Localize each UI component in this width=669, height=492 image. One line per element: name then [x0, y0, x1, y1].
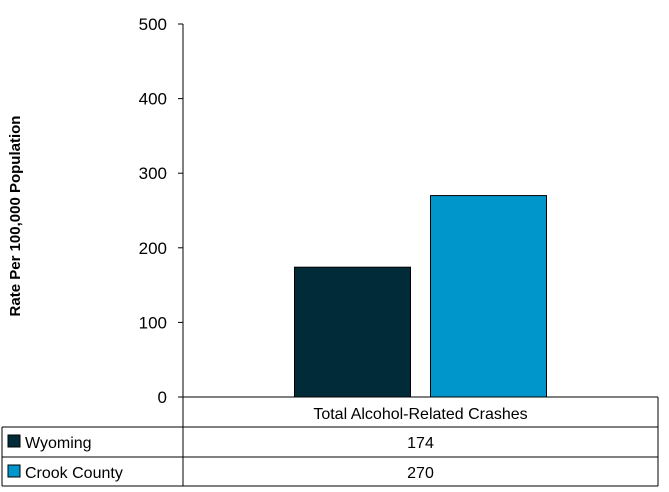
y-tick-label: 0: [158, 388, 167, 407]
data-label-crook-county: 270: [407, 465, 434, 482]
y-axis-label: Rate Per 100,000 Population: [7, 116, 24, 317]
data-label-wyoming: 174: [407, 435, 434, 452]
data-table: Total Alcohol-Related Crashes Wyoming 174 C…: [1, 396, 659, 487]
y-tick-label: 500: [139, 15, 167, 34]
legend-swatch-crook-county: [7, 464, 21, 478]
legend-swatch-wyoming: [7, 434, 21, 448]
y-tick-label: 300: [139, 164, 167, 183]
y-tick-label: 100: [139, 313, 167, 332]
bars: [294, 195, 547, 398]
legend-label-crook-county: Crook County: [25, 465, 123, 482]
y-axis-ticks: 0 100 200 300 400 500: [139, 15, 183, 407]
y-tick-label: 200: [139, 239, 167, 258]
bar-crook-county: [430, 195, 547, 398]
y-tick-label: 400: [139, 90, 167, 109]
legend-label-wyoming: Wyoming: [25, 435, 92, 452]
bar-wyoming: [294, 266, 411, 398]
category-label: Total Alcohol-Related Crashes: [313, 406, 527, 423]
